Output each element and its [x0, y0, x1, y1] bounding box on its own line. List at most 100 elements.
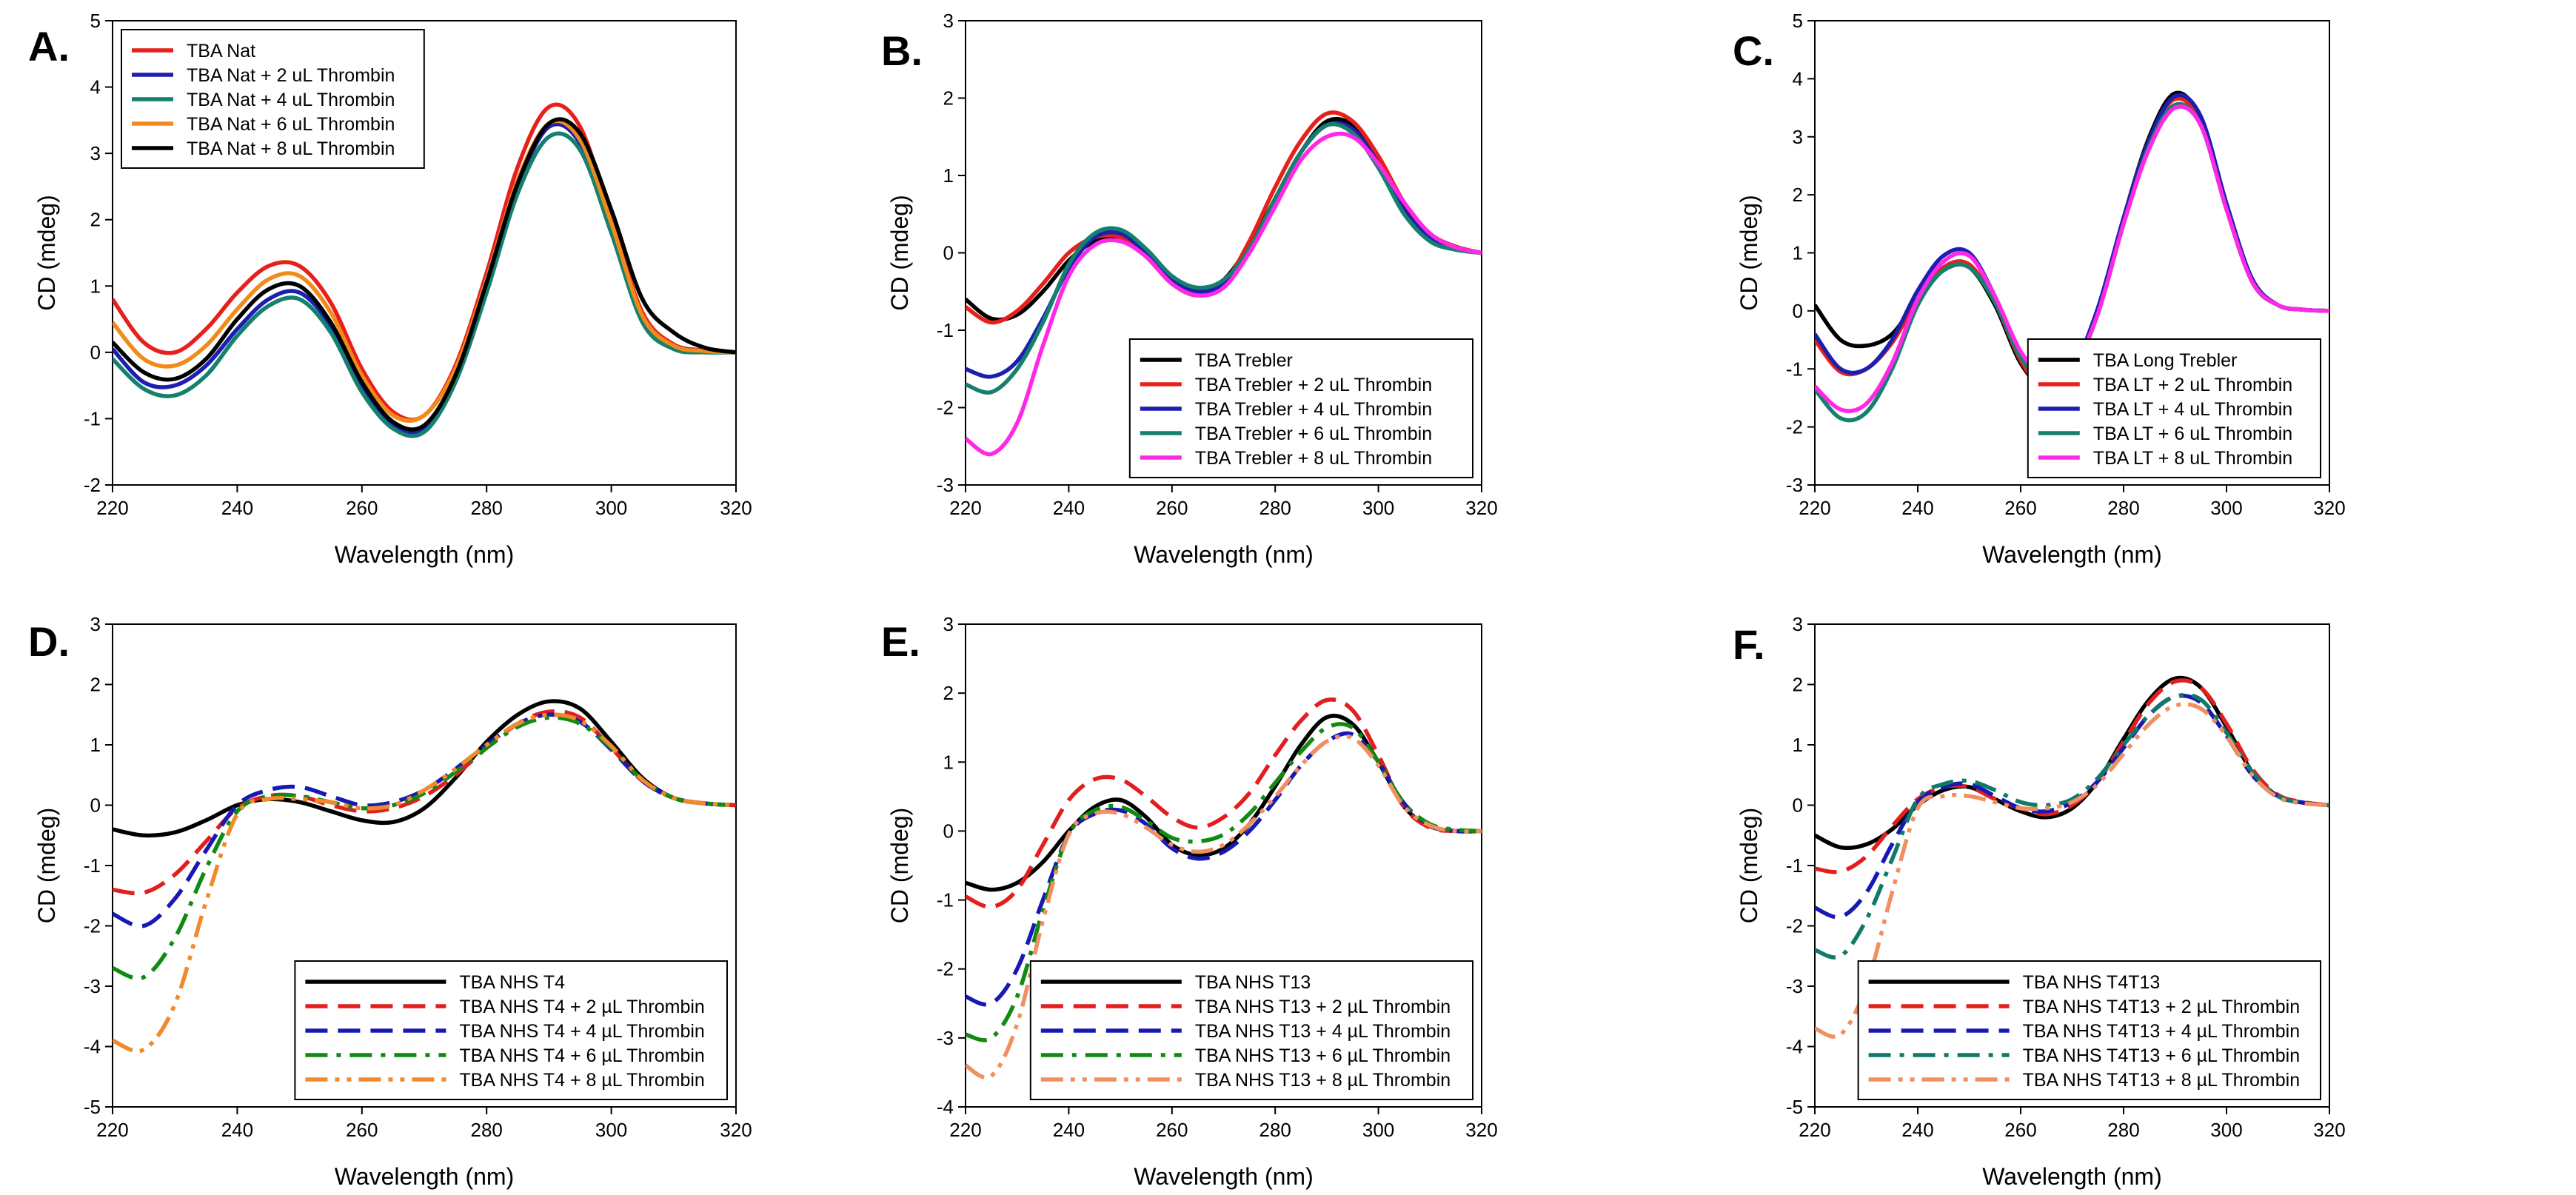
legend: TBA Nat TBA Nat + 2 uL Thrombin TBA Nat + …: [121, 29, 425, 169]
series-line-2: [113, 121, 736, 435]
series-line-5: [966, 734, 1482, 1080]
legend-label-4: TBA Trebler + 6 uL Thrombin: [1195, 424, 1432, 444]
legend-label-5: TBA NHS T13 + 8 µL Thrombin: [1195, 1070, 1451, 1091]
y-tick-label: 5: [90, 10, 101, 32]
plot-frame: [112, 20, 737, 486]
x-tick-label: 320: [720, 1119, 752, 1141]
y-tick-label: 4: [1793, 67, 1803, 90]
x-tick-label: 320: [1465, 1119, 1497, 1141]
x-tick-label: 320: [2313, 497, 2345, 519]
legend-label-3: TBA NHS T4 + 4 µL Thrombin: [459, 1021, 704, 1042]
series-line-4: [1815, 692, 2329, 960]
legend-label-2: TBA NHS T4 + 2 µL Thrombin: [459, 997, 704, 1017]
legend-label-3: TBA NHS T4T13 + 4 µL Thrombin: [2023, 1021, 2301, 1042]
series-line-5: [966, 131, 1482, 457]
legend-label-4: TBA LT + 6 uL Thrombin: [2093, 424, 2292, 444]
series-line-1: [113, 699, 736, 838]
legend-label-1: TBA Nat: [187, 41, 255, 61]
y-tick-label: -5: [84, 1096, 101, 1118]
legend-label-1: TBA NHS T4: [459, 972, 565, 993]
y-tick-label: -4: [937, 1096, 954, 1118]
y-tick-label: -2: [937, 397, 954, 419]
y-tick-label: -5: [1786, 1096, 1803, 1118]
y-tick-label: 0: [90, 341, 101, 364]
legend-label-4: TBA NHS T13 + 6 µL Thrombin: [1195, 1045, 1451, 1066]
y-tick-label: 3: [943, 10, 954, 32]
series-group: [966, 110, 1482, 457]
y-axis-title: CD (mdeg): [1736, 195, 1762, 310]
y-tick-label: -3: [937, 474, 954, 496]
y-tick-label: 0: [943, 242, 954, 264]
series-line-3: [966, 731, 1482, 1007]
legend: TBA NHS T13 TBA NHS T13 + 2 µL Thrombin TB…: [1029, 960, 1474, 1100]
x-tick-label: 280: [2107, 497, 2139, 519]
legend-label-3: TBA Trebler + 4 uL Thrombin: [1195, 399, 1432, 420]
y-tick-label: -1: [937, 319, 954, 341]
legend-box: [294, 960, 728, 1100]
legend: TBA NHS T4T13 TBA NHS T4T13 + 2 µL Thromb…: [1857, 960, 2322, 1100]
y-axis-title: CD (mdeg): [886, 808, 913, 923]
plot-frame: [965, 623, 1482, 1108]
series-line-5: [113, 712, 736, 1054]
y-tick-label: 5: [1793, 10, 1803, 32]
y-tick-label: 1: [90, 275, 101, 297]
x-tick-label: 240: [221, 1119, 253, 1141]
x-tick-label: 320: [2313, 1119, 2345, 1141]
y-tick-label: 1: [1793, 242, 1803, 264]
y-tick-label: 2: [90, 674, 101, 696]
x-tick-label: 300: [2210, 497, 2242, 519]
y-tick-label: -4: [84, 1036, 101, 1058]
y-tick-label: 3: [90, 613, 101, 635]
y-tick-label: 2: [943, 87, 954, 110]
y-axis-title: CD (mdeg): [1736, 808, 1762, 923]
legend: TBA Long Trebler TBA LT + 2 uL Thrombin TB…: [2027, 338, 2322, 478]
x-tick-label: 280: [2107, 1119, 2139, 1141]
series-line-1: [1815, 675, 2329, 851]
x-tick-label: 220: [1799, 497, 1830, 519]
x-tick-label: 240: [1053, 497, 1085, 519]
panel-b: B. 220 240 260 280 300 320 -3 -2 -1 0 1 2 3 Wavelength…: [881, 10, 1498, 568]
legend-label-5: TBA Trebler + 8 uL Thrombin: [1195, 448, 1432, 469]
y-tick-label: 0: [1793, 300, 1803, 322]
panel-c: C. 220 240 260 280 300 320 -3 -2 -1 0 1 2 3 4 5 Waveleng…: [1733, 10, 2346, 568]
x-tick-label: 260: [1156, 1119, 1188, 1141]
legend-label-3: TBA Nat + 4 uL Thrombin: [187, 90, 395, 110]
x-tick-label: 280: [471, 497, 503, 519]
y-tick-label: -2: [1786, 416, 1803, 438]
y-tick-label: 3: [90, 142, 101, 164]
legend-label-5: TBA NHS T4T13 + 8 µL Thrombin: [2023, 1070, 2301, 1091]
legend-label-5: TBA NHS T4 + 8 µL Thrombin: [459, 1070, 704, 1091]
y-tick-label: -1: [937, 889, 954, 911]
legend-box: [2027, 338, 2322, 478]
y-tick-label: -4: [1786, 1036, 1803, 1058]
y-tick-label: 2: [943, 682, 954, 704]
series-line-2: [1815, 678, 2329, 874]
y-tick-label: 4: [90, 76, 101, 98]
legend-label-1: TBA NHS T4T13: [2023, 972, 2161, 993]
y-axis-title: CD (mdeg): [33, 808, 60, 923]
series-group: [966, 697, 1482, 1080]
x-tick-label: 260: [1156, 497, 1188, 519]
y-tick-label: 1: [943, 751, 954, 773]
legend-label-3: TBA NHS T13 + 4 µL Thrombin: [1195, 1021, 1451, 1042]
series-line-4: [113, 118, 736, 423]
x-tick-label: 220: [96, 1119, 128, 1141]
series-line-3: [113, 131, 736, 438]
legend-label-2: TBA Trebler + 2 uL Thrombin: [1195, 375, 1432, 395]
panel-f: F. 220 240 260 280 300 320 -5 -4 -3 -2 -1 0 1 2 3 Wavele…: [1733, 613, 2346, 1190]
x-tick-label: 260: [2004, 1119, 2036, 1141]
panel-d: D. 220 240 260 280 300 320 -5 -4 -3 -2 -1 0 1 2 3 Wavele…: [28, 613, 752, 1190]
y-tick-label: -2: [937, 958, 954, 980]
y-tick-label: -3: [1786, 474, 1803, 496]
y-tick-label: 1: [90, 734, 101, 756]
panel-label: A.: [28, 23, 70, 70]
x-tick-label: 280: [1259, 497, 1291, 519]
x-tick-label: 240: [1901, 1119, 1933, 1141]
series-group: [1815, 675, 2329, 1039]
y-tick-label: 3: [943, 613, 954, 635]
y-tick-label: -3: [937, 1027, 954, 1049]
panel-e: E. 220 240 260 280 300 320 -4 -3 -2 -1 0 1 2 3 Waveleng…: [881, 613, 1498, 1190]
x-axis-title: Wavelength (nm): [1982, 1163, 2161, 1190]
x-tick-label: 260: [346, 1119, 378, 1141]
